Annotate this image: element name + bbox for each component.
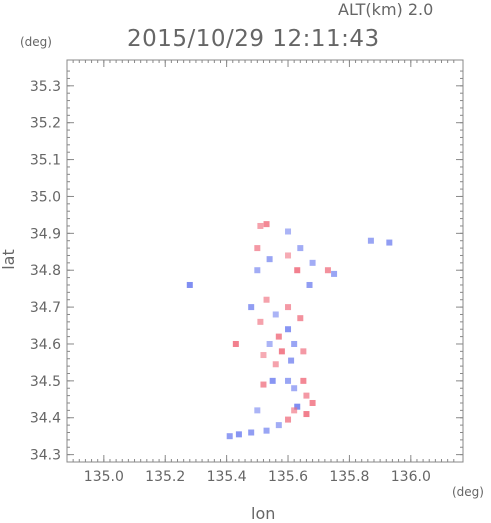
y-tick-label: 34.5	[30, 374, 61, 390]
x-axis-unit: (deg)	[452, 485, 484, 499]
data-cell	[269, 377, 276, 384]
data-cell	[285, 377, 292, 384]
data-cell	[331, 270, 338, 277]
data-cell	[285, 228, 292, 235]
data-cell	[291, 340, 298, 347]
data-cell	[226, 433, 233, 440]
chart-title: 2015/10/29 12:11:43	[127, 26, 380, 52]
data-cell	[232, 340, 239, 347]
data-cell	[278, 348, 285, 355]
data-cell	[260, 352, 267, 359]
data-cell	[367, 237, 374, 244]
y-tick-label: 34.7	[30, 300, 61, 316]
data-cell	[257, 318, 264, 325]
data-cell	[297, 315, 304, 322]
data-cell	[285, 252, 292, 259]
x-tick-label: 135.8	[329, 469, 369, 485]
data-cell	[254, 245, 261, 252]
data-cell	[285, 304, 292, 311]
data-cell	[275, 333, 282, 340]
data-cell	[272, 361, 279, 368]
data-cell	[186, 281, 193, 288]
x-tick-label: 135.2	[145, 469, 185, 485]
plot-frame	[66, 59, 464, 463]
x-tick-label: 135.6	[268, 469, 308, 485]
data-cell	[303, 411, 310, 418]
data-cell	[303, 392, 310, 399]
data-cell	[306, 281, 313, 288]
data-cell	[275, 422, 282, 429]
data-cell	[288, 357, 295, 364]
x-tick-label: 136.0	[391, 469, 431, 485]
data-cell	[248, 429, 255, 436]
data-cell	[260, 381, 267, 388]
data-cell	[291, 385, 298, 392]
y-tick-label: 34.9	[30, 226, 61, 242]
y-tick-label: 35.2	[30, 116, 61, 132]
data-cell	[285, 326, 292, 333]
data-cell	[263, 427, 270, 434]
data-cell	[263, 221, 270, 228]
y-tick-label: 34.6	[30, 337, 61, 353]
data-cell	[285, 416, 292, 423]
x-tick-label: 135.4	[207, 469, 247, 485]
data-cell	[272, 311, 279, 318]
data-cell	[294, 403, 301, 410]
data-cell	[266, 340, 273, 347]
y-tick-label: 35.0	[30, 189, 61, 205]
data-cell	[297, 245, 304, 252]
y-tick-label: 34.4	[30, 411, 61, 427]
y-tick-label: 34.8	[30, 263, 61, 279]
data-cell	[300, 377, 307, 384]
data-cell	[263, 296, 270, 303]
data-cell	[309, 259, 316, 266]
y-tick-label: 35.3	[30, 79, 61, 95]
y-tick-label: 34.3	[30, 448, 61, 464]
x-axis-label: lon	[251, 504, 276, 523]
data-cell	[291, 407, 298, 414]
data-cell	[254, 407, 261, 414]
data-cell	[324, 267, 331, 274]
data-cell	[300, 348, 307, 355]
data-cell	[257, 222, 264, 229]
data-cell	[294, 267, 301, 274]
x-tick-label: 135.0	[84, 469, 124, 485]
data-cell	[266, 256, 273, 263]
y-tick-label: 35.1	[30, 153, 61, 169]
altitude-label: ALT(km) 2.0	[338, 0, 434, 19]
data-cell	[254, 267, 261, 274]
data-cell	[248, 304, 255, 311]
data-cell	[309, 399, 316, 406]
data-cell	[235, 431, 242, 438]
data-cell	[386, 239, 393, 246]
y-axis-unit: (deg)	[20, 35, 52, 49]
